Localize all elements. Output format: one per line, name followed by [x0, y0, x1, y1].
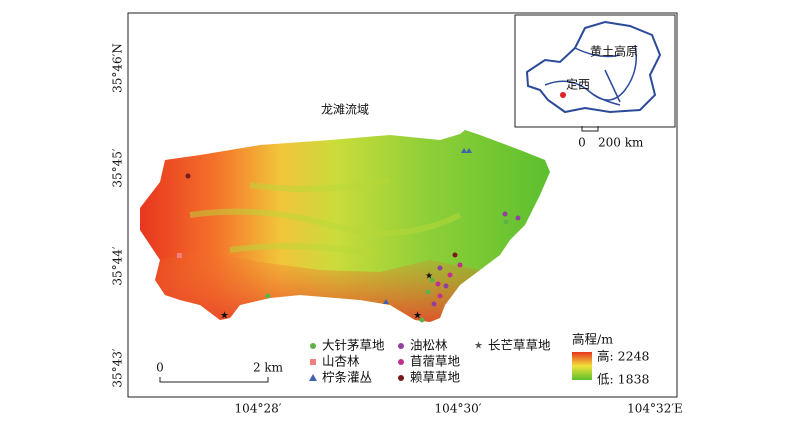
- lat-label: 35°45′: [111, 148, 125, 188]
- legend-label: 苜蓿草地: [410, 354, 461, 369]
- vegetation-legend: 大针茅草地 山杏林 柠条灌丛 油松林 苜蓿草地 赖草草地 ★ 长芒草草地: [309, 338, 551, 385]
- lon-label: 104°30′: [435, 402, 482, 416]
- lon-label: 104°32′E: [627, 402, 683, 416]
- svg-text:★: ★: [220, 311, 229, 322]
- legend-label: 油松林: [410, 338, 448, 353]
- svg-text:★: ★: [413, 311, 422, 322]
- inset-region: 黄土高原: [590, 44, 638, 59]
- legend-label: 山杏林: [322, 354, 360, 369]
- lon-labels: 104°28′ 104°30′ 104°32′E: [235, 402, 683, 416]
- scale-start: 0: [156, 361, 164, 375]
- elevation-high: 高: 2248: [597, 349, 650, 364]
- scale-end: 2 km: [253, 361, 284, 375]
- legend-label: 柠条灌丛: [322, 370, 372, 385]
- svg-text:★: ★: [474, 341, 483, 352]
- sample-points: ★ ★ ★: [177, 148, 521, 323]
- legend-label: 大针茅草地: [322, 338, 385, 353]
- lat-label: 35°44′: [111, 246, 125, 286]
- watershed: [140, 130, 550, 322]
- inset-map: 黄土高原 定西 0 200 km: [514, 14, 676, 150]
- legend-label: 赖草草地: [410, 370, 461, 385]
- elevation-legend: 高程/m 高: 2248 低: 1838: [572, 332, 650, 387]
- inset-scale-end: 200 km: [598, 136, 644, 150]
- inset-site: 定西: [566, 77, 590, 92]
- map-frame: [127, 12, 678, 398]
- lat-label: 35°46′N: [111, 43, 125, 93]
- legend-label: 长芒草草地: [488, 338, 551, 353]
- inset-scale-start: 0: [578, 136, 586, 150]
- lat-label: 35°43′: [111, 348, 125, 388]
- lat-labels: 35°46′N 35°45′ 35°44′ 35°43′: [111, 43, 125, 388]
- scale-bar: 0 2 km: [156, 361, 284, 383]
- svg-text:★: ★: [425, 272, 433, 282]
- map-title: 龙滩流域: [321, 103, 369, 117]
- lon-label: 104°28′: [235, 402, 282, 416]
- elevation-title: 高程/m: [572, 332, 613, 347]
- elevation-low: 低: 1838: [597, 372, 650, 387]
